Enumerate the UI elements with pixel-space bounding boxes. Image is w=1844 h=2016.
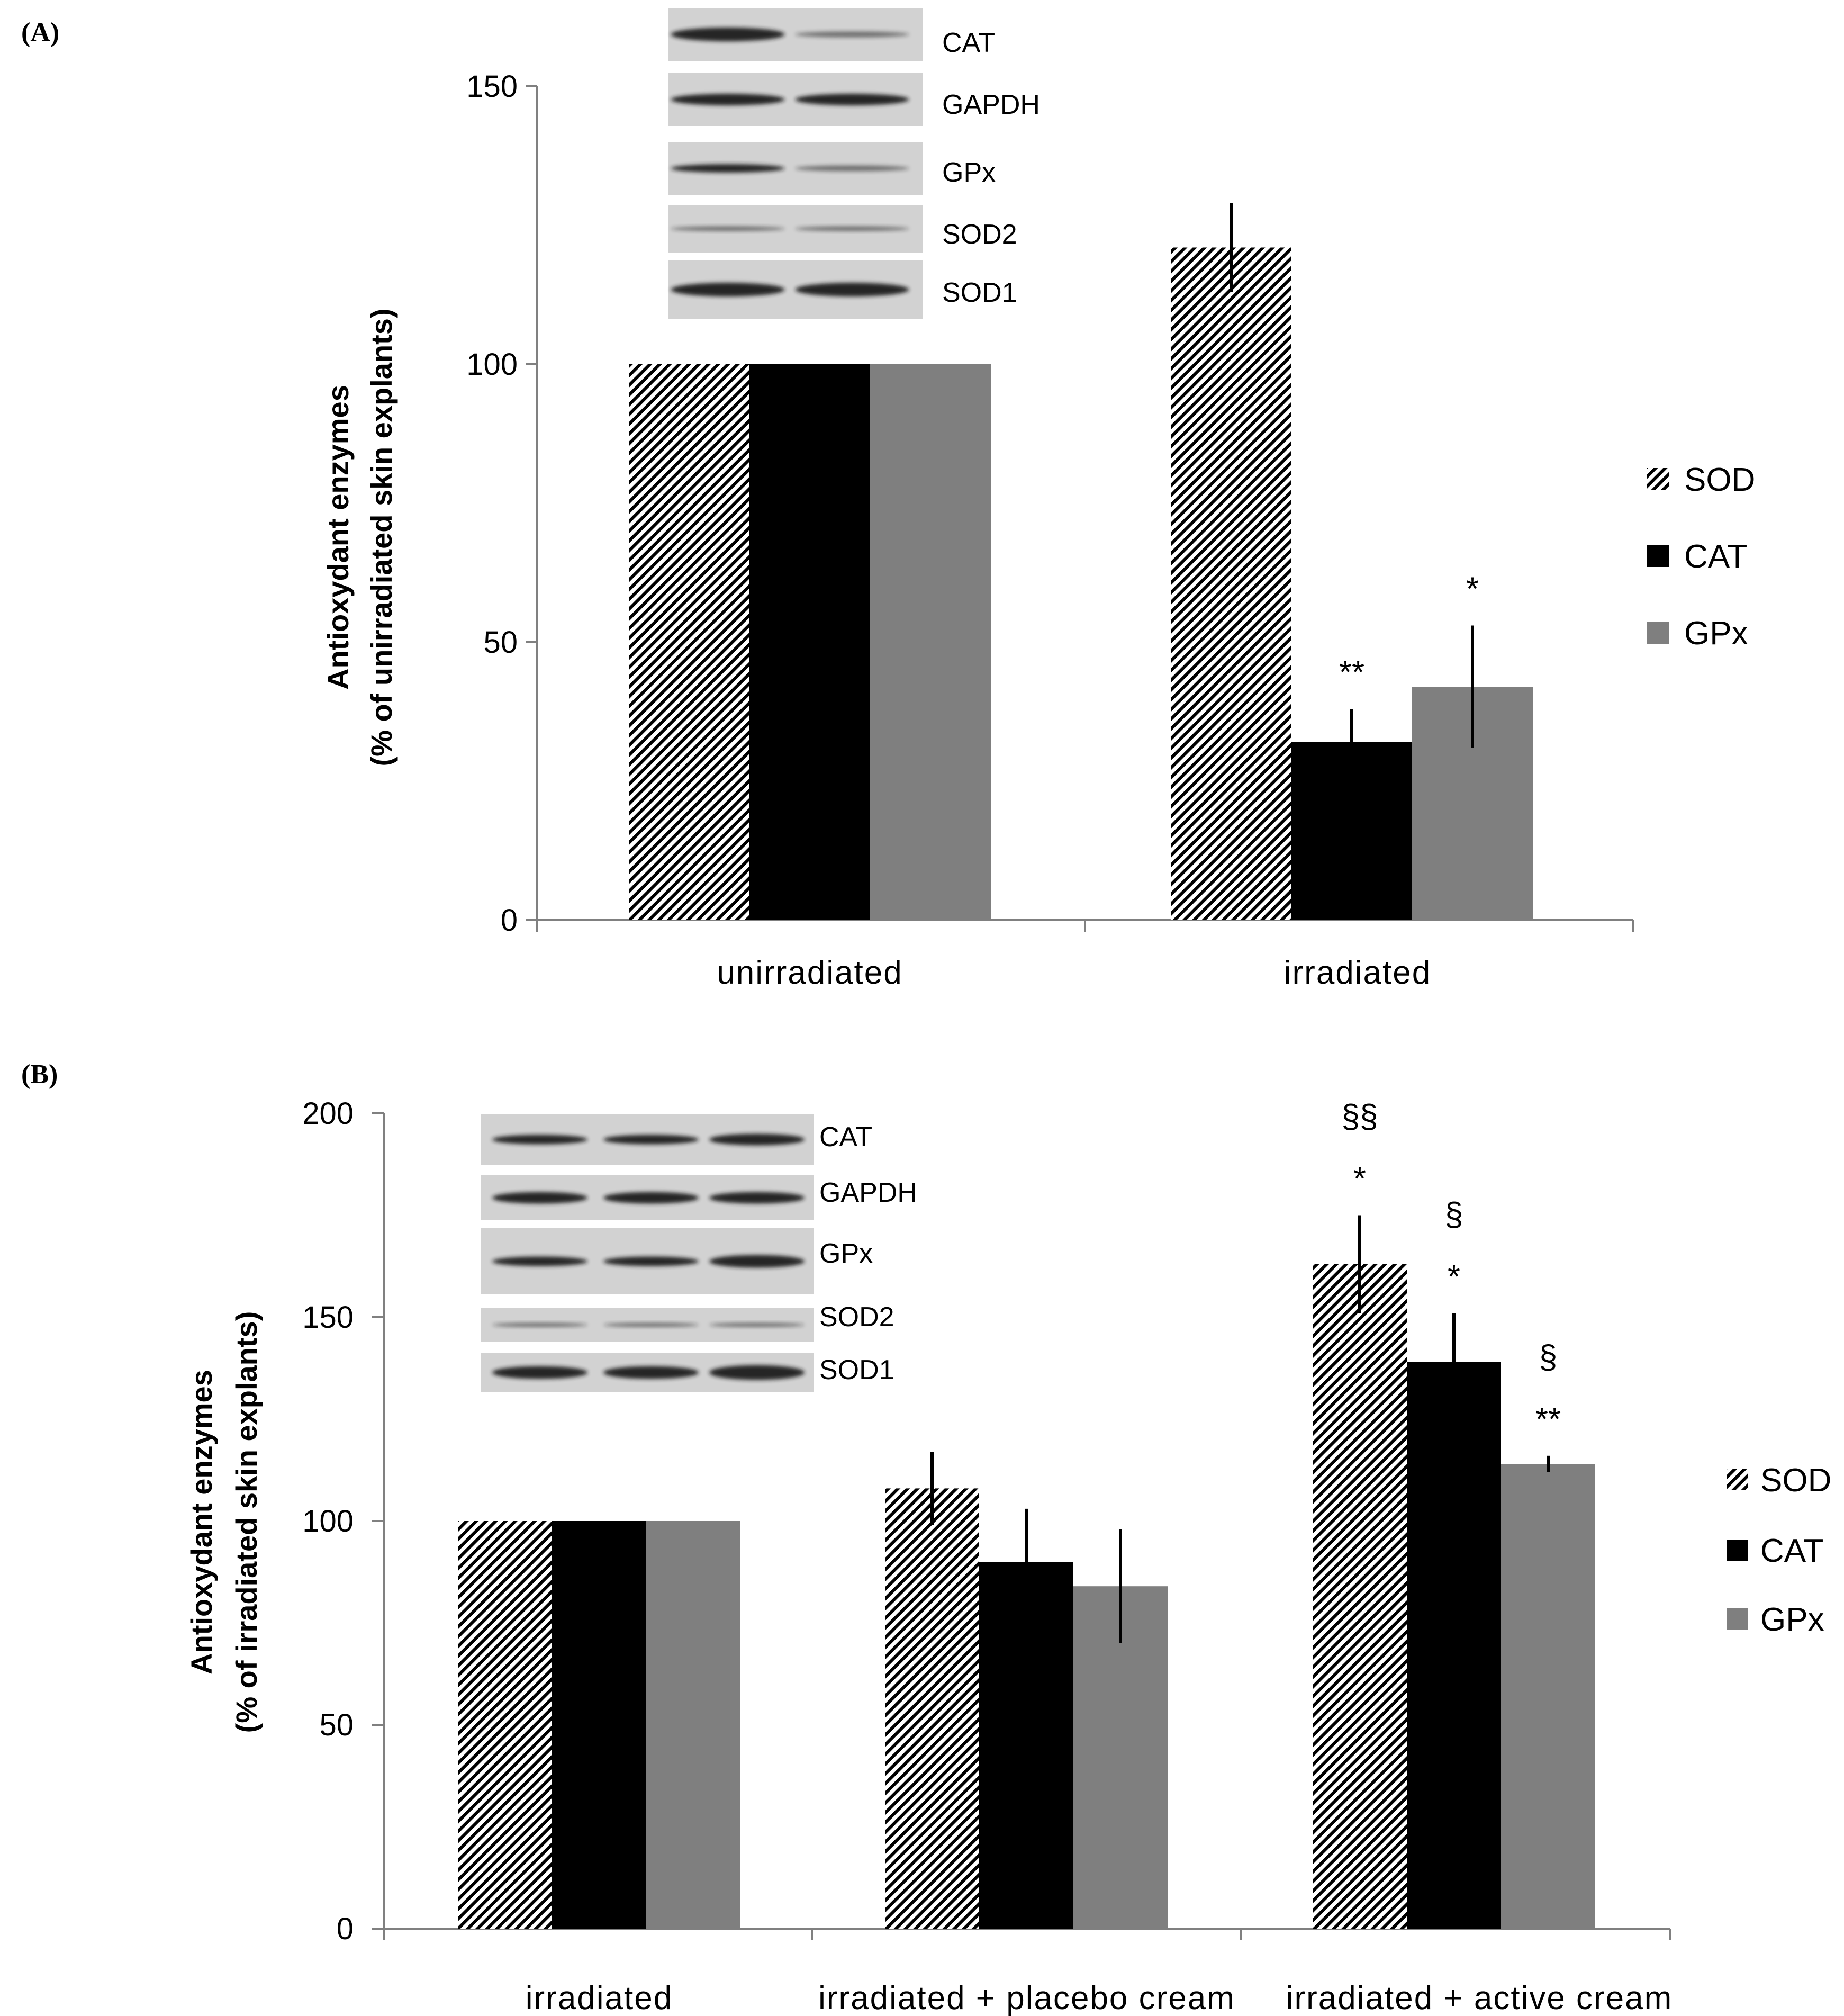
panel-b-bar-gpx	[646, 1521, 740, 1929]
panel-a-blot-label: GPx	[942, 157, 996, 188]
panel-a-blot-band	[795, 283, 909, 296]
panel-b-legend-swatch-sod	[1727, 1469, 1748, 1490]
panel-a-blot-label: CAT	[942, 28, 995, 58]
panel-b-blot-band	[603, 1135, 699, 1145]
panel-b-blot-label: SOD1	[819, 1355, 894, 1385]
panel-b-bar-cat	[552, 1521, 646, 1929]
panel-b-significance-mark: §	[1539, 1339, 1557, 1375]
panel-a-legend-swatch-gpx	[1647, 622, 1669, 644]
panel-b-blot-band	[603, 1192, 699, 1204]
panel-a-blot-band	[671, 164, 785, 173]
panel-b-bar-sod	[1313, 1264, 1407, 1929]
panel-a-legend-swatch-sod	[1647, 468, 1669, 490]
panel-a-blot-strip	[668, 142, 923, 195]
panel-a-blot-strip	[668, 73, 923, 126]
panel-a-category-label: irradiated	[1284, 955, 1431, 991]
panel-b-significance-mark: *	[1353, 1161, 1366, 1198]
panel-b-blot-strip	[481, 1308, 814, 1342]
panel-b-blot-band	[492, 1192, 587, 1204]
panel-b-blot-label: GPx	[819, 1238, 873, 1269]
panel-a-label: (A)	[21, 17, 59, 48]
panel-a-bar-sod	[629, 364, 749, 920]
panel-a-blot-strip	[668, 205, 923, 253]
panel-a-blot-label: GAPDH	[942, 89, 1040, 120]
panel-a-blot-band	[671, 226, 785, 231]
panel-b-y-tick-label: 0	[337, 1912, 354, 1946]
panel-a-legend-label-sod: SOD	[1684, 462, 1755, 498]
panel-a-blot-band	[795, 226, 909, 231]
panel-a-bar-cat	[749, 364, 870, 920]
panel-b-blot-band	[709, 1365, 805, 1380]
panel-a-bar-sod	[1171, 247, 1291, 920]
panel-a-significance-mark: **	[1339, 654, 1364, 691]
panel-b-y-tick-label: 100	[302, 1504, 354, 1538]
panel-b-legend-swatch-gpx	[1727, 1608, 1748, 1630]
panel-a-blot-band	[671, 283, 785, 296]
panel-b-blot-band	[603, 1366, 699, 1379]
panel-a-significance-mark: *	[1466, 571, 1479, 608]
panel-b-blot-band	[492, 1366, 587, 1379]
panel-a-blot-strip	[668, 260, 923, 319]
panel-a-y-tick-label: 100	[466, 347, 518, 382]
panel-b-blot-label: CAT	[819, 1122, 872, 1153]
panel-a-ylabel-line1: Antioxydant enzymes	[321, 385, 355, 690]
panel-b-blot-band	[709, 1322, 805, 1327]
panel-b-y-tick-label: 150	[302, 1300, 354, 1335]
panel-a-y-tick-label: 0	[501, 903, 518, 938]
panel-b-significance-mark: **	[1535, 1401, 1561, 1438]
panel-a-y-tick-label: 150	[466, 69, 518, 104]
panel-a-blot-band	[795, 94, 909, 105]
panel-b-blot-label: GAPDH	[819, 1177, 917, 1208]
panel-b-category-label: irradiated	[526, 1980, 673, 2016]
panel-b-bar-sod	[458, 1521, 552, 1929]
panel-b-significance-mark: §	[1445, 1196, 1463, 1232]
panel-b-legend-label-cat: CAT	[1760, 1533, 1823, 1569]
panel-b-blot-band	[709, 1255, 805, 1268]
panel-a-legend-label-cat: CAT	[1684, 538, 1747, 575]
panel-b-blot-strip	[481, 1353, 814, 1392]
panel-b-bar-sod	[885, 1488, 979, 1929]
panel-b-legend-label-gpx: GPx	[1760, 1601, 1824, 1638]
panel-a-y-tick-label: 50	[483, 625, 518, 660]
panel-b-blot-band	[603, 1322, 699, 1327]
panel-b-label: (B)	[21, 1059, 58, 1090]
panel-a-blot-label: SOD1	[942, 277, 1017, 308]
panel-b-blot-strip	[481, 1228, 814, 1294]
panel-b-blot-strip	[481, 1114, 814, 1165]
panel-b-significance-mark: §§	[1342, 1099, 1378, 1135]
panel-a-ylabel-line2: (% of unirradiated skin explants)	[365, 308, 398, 766]
panel-b-blot-band	[492, 1322, 587, 1327]
panel-b-blot-band	[492, 1256, 587, 1266]
panel-b-legend-label-sod: SOD	[1760, 1462, 1831, 1499]
panel-a-blot-label: SOD2	[942, 219, 1017, 250]
panel-b-ylabel-line2: (% of irradiated skin explants)	[230, 1311, 263, 1733]
panel-b-legend-swatch-cat	[1727, 1540, 1748, 1561]
panel-a-blot-band	[795, 165, 909, 172]
panel-b-y-tick-label: 200	[302, 1096, 354, 1131]
panel-b-category-label: irradiated + placebo cream	[818, 1980, 1235, 2016]
panel-b-ylabel-line1: Antioxydant enzymes	[185, 1370, 218, 1675]
panel-b-significance-mark: *	[1448, 1258, 1460, 1295]
panel-b-blot-band	[709, 1192, 805, 1204]
panel-b-blot-band	[492, 1135, 587, 1145]
panel-a-blot-band	[795, 31, 909, 38]
panel-b-blot-strip	[481, 1175, 814, 1220]
panel-b-category-label: irradiated + active cream	[1286, 1980, 1673, 2016]
panel-b-y-tick-label: 50	[319, 1708, 354, 1742]
panel-b-blot-band	[709, 1133, 805, 1146]
panel-b-bar-cat	[979, 1562, 1073, 1929]
panel-b-bar-cat	[1407, 1362, 1501, 1929]
panel-b-bar-gpx	[1501, 1464, 1595, 1929]
panel-a-legend-swatch-cat	[1647, 545, 1669, 567]
panel-a-category-label: unirradiated	[717, 955, 902, 991]
panel-a-blot-strip	[668, 8, 923, 61]
panel-b-blot-label: SOD2	[819, 1302, 894, 1333]
panel-b-blot-band	[603, 1256, 699, 1266]
panel-a-legend-label-gpx: GPx	[1684, 615, 1748, 652]
panel-a-blot-band	[671, 94, 785, 105]
panel-a-bar-gpx	[870, 364, 991, 920]
panel-a-blot-band	[671, 28, 785, 41]
